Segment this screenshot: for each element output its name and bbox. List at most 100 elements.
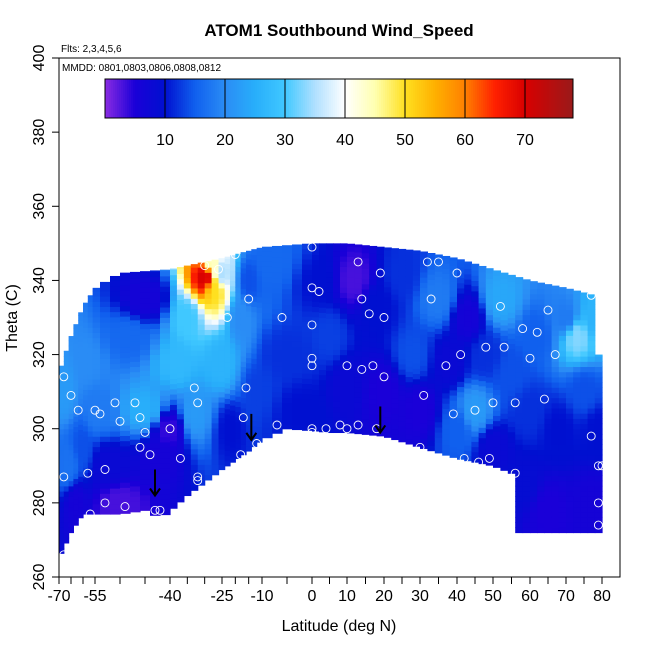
heatmap-cell — [110, 347, 121, 354]
heatmap-cell — [507, 405, 516, 412]
heatmap-cell — [558, 319, 567, 326]
heatmap-cell — [485, 288, 494, 295]
heatmap-cell — [272, 339, 283, 346]
heatmap-cell — [224, 299, 231, 306]
heatmap-cell — [246, 352, 252, 359]
heatmap-cell — [190, 438, 199, 445]
heatmap-cell — [100, 327, 111, 333]
heatmap-cell — [558, 366, 567, 373]
heatmap-cell — [340, 271, 348, 278]
heatmap-cell — [272, 318, 283, 325]
heatmap-cell — [566, 304, 574, 310]
heatmap-cell — [312, 311, 320, 318]
heatmap-cell — [230, 373, 236, 380]
heatmap-cell — [176, 273, 185, 280]
heatmap-cell — [573, 335, 581, 342]
heatmap-cell — [256, 327, 263, 334]
heatmap-cell — [384, 302, 392, 309]
heatmap-cell — [204, 381, 213, 388]
heatmap-cell — [594, 397, 603, 404]
heatmap-cell — [500, 345, 509, 352]
heatmap-cell — [230, 363, 236, 370]
heatmap-cell — [384, 271, 392, 277]
heatmap-cell — [326, 333, 334, 340]
heatmap-cell — [457, 334, 465, 341]
heatmap-cell — [354, 397, 363, 403]
heatmap-cell — [282, 418, 293, 425]
heatmap-cell — [449, 270, 458, 277]
heatmap-cell — [530, 340, 538, 347]
heatmap-cell — [63, 418, 70, 425]
heatmap-cell — [522, 516, 531, 523]
heatmap-cell — [68, 402, 74, 409]
heatmap-cell — [420, 370, 428, 377]
heatmap-cell — [354, 308, 363, 315]
heatmap-cell — [326, 245, 334, 252]
heatmap-cell — [63, 511, 70, 518]
heatmap-cell — [558, 298, 567, 305]
heatmap-cell — [471, 296, 480, 302]
heatmap-cell — [235, 253, 242, 257]
heatmap-cell — [170, 321, 178, 328]
heatmap-cell — [312, 404, 320, 411]
heatmap-cell — [587, 402, 596, 409]
heatmap-cell — [140, 385, 151, 392]
heatmap-cell — [224, 408, 231, 415]
heatmap-cell — [398, 405, 407, 412]
heatmap-cell — [251, 425, 258, 432]
heatmap-cell — [63, 371, 70, 378]
heatmap-cell — [211, 417, 220, 424]
heatmap-cell — [83, 353, 89, 359]
heatmap-cell — [361, 309, 370, 316]
heatmap-cell — [204, 402, 213, 408]
heatmap-cell — [478, 390, 487, 397]
heatmap-cell — [282, 371, 293, 378]
heatmap-cell — [566, 335, 574, 342]
heatmap-cell — [211, 438, 220, 445]
heatmap-cell — [326, 302, 334, 309]
heatmap-cell — [272, 334, 283, 341]
heatmap-cell — [537, 335, 545, 342]
colorbar-cell — [539, 79, 542, 118]
heatmap-cell — [507, 379, 516, 386]
colorbar-cell — [127, 79, 130, 118]
heatmap-cell — [544, 475, 553, 482]
heatmap-cell — [204, 391, 213, 398]
heatmap-cell — [449, 410, 458, 417]
colorbar-cell — [335, 79, 338, 118]
colorbar-cell — [373, 79, 376, 118]
heatmap-cell — [92, 306, 101, 313]
heatmap-cell — [63, 501, 70, 508]
heatmap-cell — [427, 274, 436, 280]
heatmap-cell — [160, 472, 171, 479]
heatmap-cell — [319, 379, 327, 386]
heatmap-cell — [391, 356, 399, 363]
heatmap-cell — [140, 411, 151, 418]
heatmap-cell — [218, 324, 226, 330]
heatmap-cell — [87, 399, 94, 406]
heatmap-cell — [83, 441, 89, 448]
heatmap-cell — [302, 336, 313, 343]
heatmap-cell — [537, 506, 545, 513]
heatmap-cell — [160, 493, 171, 500]
heatmap-cell — [235, 271, 242, 278]
heatmap-cell — [391, 351, 399, 358]
heatmap-cell — [384, 426, 392, 433]
heatmap-cell — [398, 348, 407, 355]
heatmap-cell — [130, 271, 141, 274]
heatmap-cell — [120, 331, 131, 338]
heatmap-cell — [160, 436, 171, 443]
heatmap-cell — [78, 367, 84, 373]
heatmap-cell — [63, 490, 70, 497]
heatmap-cell — [83, 379, 89, 385]
heatmap-cell — [369, 367, 378, 374]
heatmap-cell — [230, 353, 236, 359]
heatmap-cell — [140, 505, 151, 511]
heatmap-cell — [262, 318, 273, 325]
heatmap-cell — [73, 447, 79, 454]
heatmap-cell — [420, 339, 428, 346]
heatmap-cell — [478, 370, 487, 376]
heatmap-cell — [537, 490, 545, 497]
heatmap-cell — [183, 272, 192, 279]
heatmap-cell — [68, 527, 74, 534]
